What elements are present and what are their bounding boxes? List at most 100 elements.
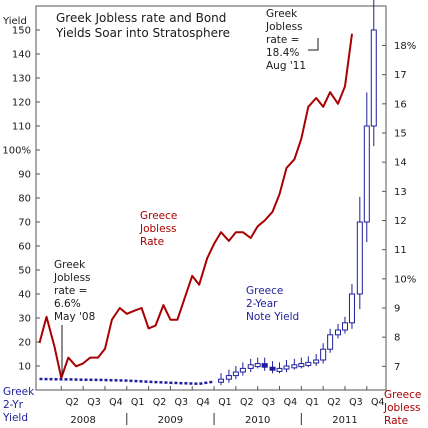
left-tick-label: 120 [12, 98, 31, 109]
yield-candle [341, 322, 348, 331]
x-quarter-label: Q2 [240, 397, 254, 408]
left-tick-label: 80 [18, 194, 31, 205]
right-tick-label: 9 [394, 304, 400, 315]
annotation-aug11-line-5: Aug '11 [266, 60, 306, 72]
chart-title-line-2: Yields Soar into Stratosphere [55, 26, 230, 40]
jobless-series-label-line-2: Jobless [139, 223, 177, 235]
yield-candle [261, 363, 268, 368]
left-tick-label: 100% [2, 146, 31, 157]
x-quarter-label: Q3 [262, 397, 276, 408]
yield-candle [218, 378, 225, 383]
left-tick-label: 140 [12, 50, 31, 61]
bottom-right-label-line-2: Jobless [383, 402, 421, 414]
x-year-label: 2008 [70, 415, 95, 426]
x-quarter-label: Q4 [284, 397, 298, 408]
right-tick-label: 12 [394, 216, 407, 227]
yield-candle [291, 364, 298, 369]
yield-candle [356, 221, 363, 295]
yield-candle [348, 293, 355, 324]
bottom-left-label-line-1: Greek [3, 386, 35, 398]
x-quarter-label: Q4 [371, 397, 385, 408]
yield-candle [334, 329, 341, 336]
right-axis-ticks: 7 8 9 10% 11 12 13 14 15 16 17 18% [382, 41, 416, 373]
x-quarter-label: Q1 [305, 397, 319, 408]
annotation-may08-line-3: rate = [54, 285, 87, 297]
x-axis: Q2 Q3 Q4 Q1 Q2 Q3 Q4 Q1 Q2 Q3 Q4 Q1 Q2 Q3 Q4 2008 2009 20… [60, 386, 385, 426]
yield-candle [298, 363, 305, 368]
x-quarter-label: Q2 [65, 397, 79, 408]
x-quarter-label: Q3 [349, 397, 363, 408]
right-tick-label: 11 [394, 245, 407, 256]
bottom-right-label-line-1: Greece [384, 389, 421, 401]
x-quarter-label: Q3 [87, 397, 101, 408]
yield-line [39, 377, 215, 386]
yield-candle [247, 364, 254, 369]
yield-candle [363, 125, 370, 223]
left-tick-label: 30 [18, 314, 31, 325]
yield-candle [320, 348, 327, 361]
right-tick-label: 15 [394, 129, 407, 140]
yield-candle [239, 367, 246, 373]
annotation-may08-line-1: Greek [54, 259, 86, 271]
annotation-aug11-line-3: rate = [266, 34, 299, 46]
yield-candle [283, 365, 290, 370]
yield-candle [269, 366, 276, 371]
right-tick-label: 10% [394, 274, 416, 285]
x-year-label: 2010 [245, 415, 270, 426]
jobless-series-label-line-3: Rate [140, 236, 164, 248]
right-tick-label: 8 [394, 333, 400, 344]
annotation-aug11-pointer [308, 38, 319, 51]
yield-candle [225, 375, 232, 380]
x-year-label: 2011 [332, 415, 357, 426]
left-tick-label: 150 [12, 26, 31, 37]
yield-series-label-line-2: 2-Year [246, 298, 278, 310]
x-quarter-label: Q3 [175, 397, 189, 408]
yield-candle [313, 359, 320, 364]
yield-candle [232, 371, 239, 377]
right-tick-label: 16 [394, 99, 407, 110]
yield-candle [327, 334, 334, 350]
annotation-aug11-line-4: 18.4% [266, 47, 299, 59]
left-tick-label: 10 [18, 362, 31, 373]
x-quarter-label: Q2 [153, 397, 167, 408]
annotation-aug11-line-1: Greek [266, 8, 298, 20]
yield-series-label-line-3: Note Yield [246, 311, 299, 323]
left-tick-label: 20 [18, 338, 31, 349]
right-tick-label: 17 [394, 70, 407, 81]
left-tick-label: 70 [18, 218, 31, 229]
right-tick-label: 14 [394, 158, 407, 169]
left-tick-label: 50 [18, 266, 31, 277]
left-tick-label: 110 [12, 122, 31, 133]
yield-candle [370, 29, 377, 127]
x-quarter-label: Q2 [327, 397, 341, 408]
series-layer [38, 0, 377, 386]
left-tick-label: 130 [12, 74, 31, 85]
annotation-may08-line-2: Jobless [53, 272, 91, 284]
yield-series-label-line-1: Greece [246, 285, 283, 297]
plot-frame [35, 5, 387, 391]
left-tick-label: 40 [18, 290, 31, 301]
x-quarter-label: Q1 [218, 397, 232, 408]
left-axis-ticks: 10 20 30 40 50 60 70 80 90 100% 110 120 130 140 150 [2, 26, 40, 373]
right-tick-label: 13 [394, 187, 407, 198]
left-tick-label: 60 [18, 242, 31, 253]
x-year-label: 2009 [158, 415, 183, 426]
yield-candle [276, 367, 283, 372]
jobless-rate-line [38, 33, 353, 379]
chart-title-line-1: Greek Jobless rate and Bond [56, 11, 226, 25]
jobless-series-label-line-1: Greece [140, 210, 177, 222]
right-tick-label: 7 [394, 362, 400, 373]
annotation-may08-line-4: 6.6% [54, 298, 81, 310]
x-quarter-label: Q4 [109, 397, 123, 408]
yield-candle [254, 363, 261, 368]
bottom-left-label-line-3: Yield [2, 412, 28, 424]
annotation-may08-line-5: May '08 [54, 311, 95, 323]
left-axis-label: Yield [2, 16, 27, 27]
bottom-left-label-line-2: 2-Yr [3, 399, 24, 411]
bottom-right-label-line-3: Rate [384, 415, 408, 427]
right-tick-label: 18% [394, 41, 416, 52]
x-quarter-label: Q1 [131, 397, 145, 408]
yield-candle [305, 361, 312, 366]
